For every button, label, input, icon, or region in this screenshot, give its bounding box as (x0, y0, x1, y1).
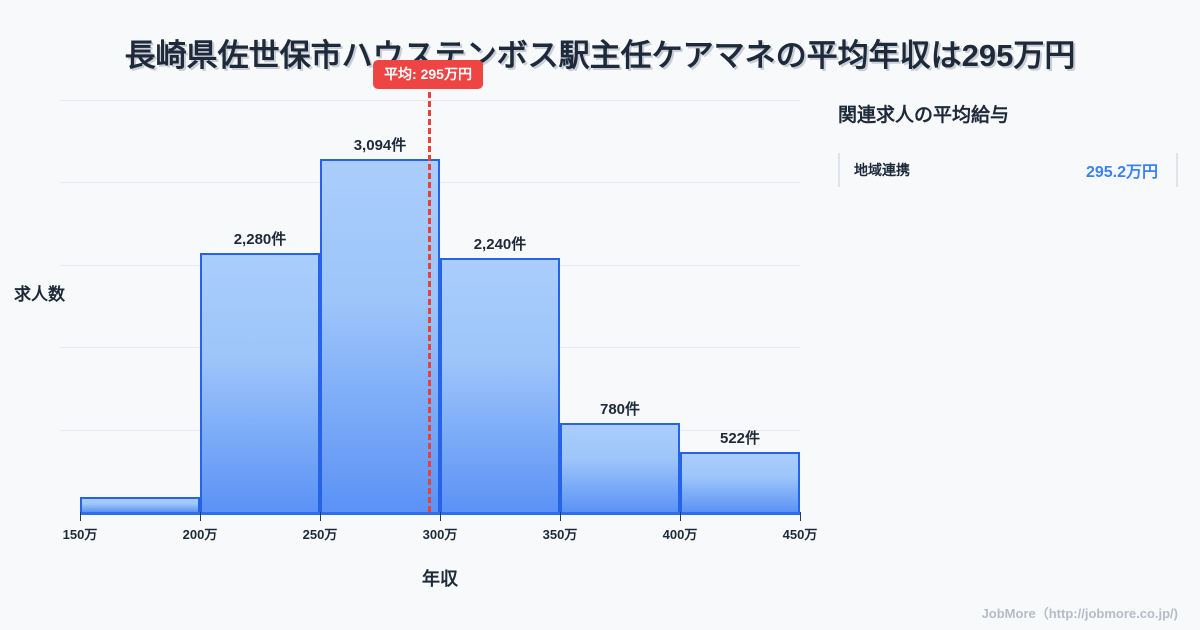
x-axis-tick (320, 512, 321, 521)
x-axis-tick (680, 512, 681, 521)
histogram-bar (560, 423, 680, 512)
salary-row-name: 地域連携 (854, 162, 910, 178)
related-salary-title: 関連求人の平均給与 (838, 105, 1010, 126)
salary-row: 地域連携 295.2万円 (838, 153, 1178, 187)
average-marker-line (428, 92, 431, 512)
histogram-bar (440, 258, 560, 512)
x-axis-tick-label: 150万 (62, 527, 98, 542)
histogram-bar (80, 497, 200, 512)
related-salary-panel: 関連求人の平均給与 地域連携 295.2万円 (838, 100, 1178, 187)
chart-container: 求人数 2,280件 3,094件 2,240件 780件 522件 150万 200万 25… (14, 60, 817, 589)
x-axis-tick-label: 300万 (422, 527, 458, 542)
histogram-bar (320, 159, 440, 512)
x-axis-tick-label: 400万 (662, 527, 698, 542)
bar-value-label: 2,280件 (233, 231, 287, 248)
x-axis-tick-label: 350万 (542, 527, 578, 542)
bar-value-label: 2,240件 (473, 236, 527, 253)
histogram-bar (200, 253, 320, 512)
average-marker-badge: 平均: 295万円 (373, 60, 483, 89)
x-axis-label: 年収 (422, 569, 458, 589)
x-axis-tick (200, 512, 201, 521)
x-axis-tick (440, 512, 441, 521)
bar-value-label: 780件 (599, 401, 641, 418)
x-axis-tick (560, 512, 561, 521)
page-title: 長崎県佐世保市ハウステンボス駅主任ケアマネの平均年収は295万円 (124, 38, 1076, 73)
bar-value-label: 522件 (719, 430, 761, 447)
x-axis-tick-label: 450万 (782, 527, 818, 542)
y-axis-label: 求人数 (14, 285, 65, 304)
watermark-footer: JobMore（http://jobmore.co.jp/) (981, 606, 1178, 621)
bar-value-label: 3,094件 (353, 137, 407, 154)
histogram-bar (680, 452, 800, 512)
x-axis-tick (800, 512, 801, 521)
x-axis-tick (80, 512, 81, 521)
salary-row-value: 295.2万円 (1085, 164, 1158, 181)
related-salary-list: 地域連携 295.2万円 (838, 153, 1178, 187)
chart-plot-area: 2,280件 3,094件 2,240件 780件 522件 150万 200万 250万 30… (60, 60, 817, 542)
x-axis-tick-label: 200万 (182, 527, 218, 542)
x-axis-tick-label: 250万 (302, 527, 338, 542)
